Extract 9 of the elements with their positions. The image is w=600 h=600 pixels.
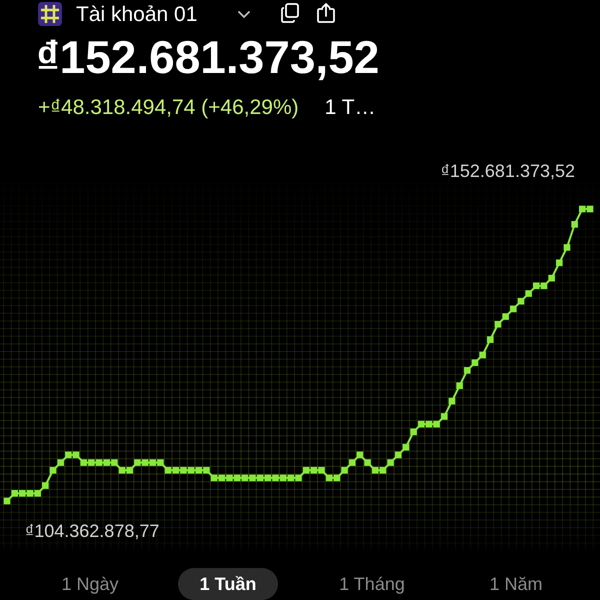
- data-label: ₫152.681.373,52: [440, 160, 575, 181]
- text: 1 T…: [324, 96, 376, 119]
- text: Tài khoản 01: [76, 3, 198, 27]
- text: 1 Năm: [488, 573, 544, 596]
- chart-subtitle: +₫48.318.494,74 (+46,29%): [38, 96, 299, 119]
- data-label: ₫104.362.878,77: [25, 520, 160, 541]
- text: 1 Ngày: [60, 573, 120, 596]
- text: 1 Tháng: [338, 573, 406, 596]
- chart-title: ₫152.681.373,52: [36, 31, 380, 83]
